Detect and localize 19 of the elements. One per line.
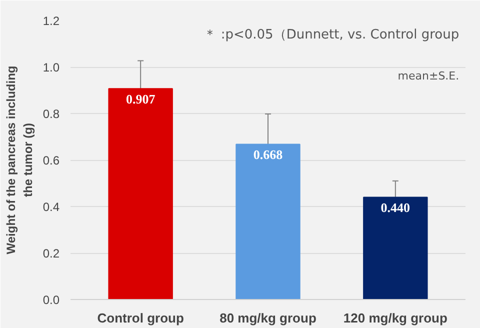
- y-tick-label: 0.4: [42, 200, 60, 214]
- data-label: 0.668: [253, 147, 284, 162]
- y-tick-label: 1.0: [42, 60, 60, 74]
- x-tick-label: 80 mg/kg group: [220, 310, 316, 326]
- bar: [108, 88, 173, 300]
- x-tick-label: Control group: [97, 310, 184, 326]
- y-tick-label: 1.2: [42, 14, 60, 28]
- data-label: 0.907: [126, 92, 156, 107]
- annotation: ＊ :p<0.05（Dunnett, vs. Control group: [204, 27, 460, 42]
- bar: [363, 196, 428, 300]
- y-tick-label: 0.8: [42, 107, 60, 121]
- data-label: 0.440: [380, 200, 410, 216]
- annotation: mean±S.E.: [398, 69, 460, 82]
- y-tick-label: 0.0: [42, 293, 60, 307]
- y-axis-title: Weight of the pancreas including the tumor (g): [4, 66, 35, 254]
- y-tick-label: 0.2: [42, 246, 60, 260]
- bar: [236, 144, 300, 300]
- y-tick-label: 0.6: [42, 154, 60, 168]
- x-tick-label: 120 mg/kg group: [343, 310, 448, 326]
